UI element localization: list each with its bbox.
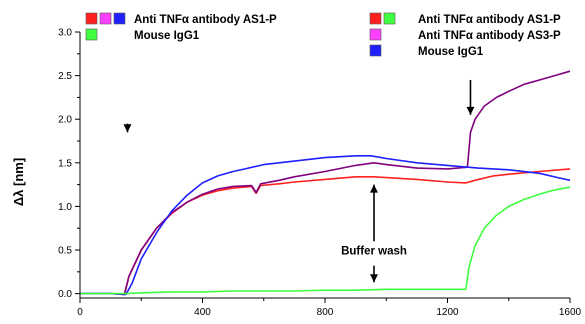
legend-swatch bbox=[369, 28, 382, 41]
arrow-head-3 bbox=[370, 274, 378, 283]
annotation-label: Buffer wash bbox=[341, 245, 407, 257]
y-tick-label: 3.0 bbox=[58, 28, 72, 39]
legend-swatch bbox=[369, 12, 382, 25]
legend-label: Mouse IgG1 bbox=[418, 46, 484, 58]
legend-left: Anti TNFα antibody AS1-P Mouse IgG1 bbox=[85, 12, 277, 42]
legend-label: Anti TNFα antibody AS3-P bbox=[418, 30, 561, 42]
series-line-2 bbox=[80, 155, 571, 296]
legend-label: Mouse IgG1 bbox=[134, 30, 200, 42]
annotations: Buffer wash bbox=[123, 79, 475, 283]
x-tick-label: 800 bbox=[317, 307, 334, 318]
axes: 0 400 800 1200 1600 0.0 0.5 1.0 1.5 2.0 2.5 3.0 bbox=[58, 28, 581, 319]
y-tick-label: 2.5 bbox=[58, 71, 72, 82]
x-tick-label: 1600 bbox=[559, 307, 582, 318]
series-line-3 bbox=[80, 186, 571, 295]
x-tick-label: 1200 bbox=[436, 307, 459, 318]
legend-label: Anti TNFα antibody AS1-P bbox=[418, 14, 561, 26]
y-tick-label: 1.5 bbox=[58, 158, 72, 169]
series-line-1 bbox=[80, 70, 571, 296]
y-tick-label: 1.0 bbox=[58, 202, 72, 213]
y-axis-title: Δλ [nm] bbox=[11, 158, 26, 206]
arrow-head-1 bbox=[466, 106, 475, 115]
y-tick-label: 0.0 bbox=[58, 289, 72, 300]
legend-swatch bbox=[369, 44, 382, 57]
arrow-head-2 bbox=[370, 184, 378, 193]
plot-area bbox=[80, 70, 571, 296]
legend-swatch bbox=[113, 12, 126, 25]
legend-swatch bbox=[383, 12, 396, 25]
legend-swatch bbox=[85, 12, 98, 25]
arrow-head-0 bbox=[123, 124, 132, 133]
legend-right: Anti TNFα antibody AS1-P Anti TNFα antibo… bbox=[369, 12, 561, 58]
x-tick-label: 400 bbox=[194, 307, 211, 318]
y-tick-label: 2.0 bbox=[58, 115, 72, 126]
legend-label: Anti TNFα antibody AS1-P bbox=[134, 14, 277, 26]
legend-swatch bbox=[85, 28, 98, 41]
x-tick-label: 0 bbox=[77, 307, 83, 318]
legend-swatch bbox=[99, 12, 112, 25]
y-tick-label: 0.5 bbox=[58, 246, 72, 257]
